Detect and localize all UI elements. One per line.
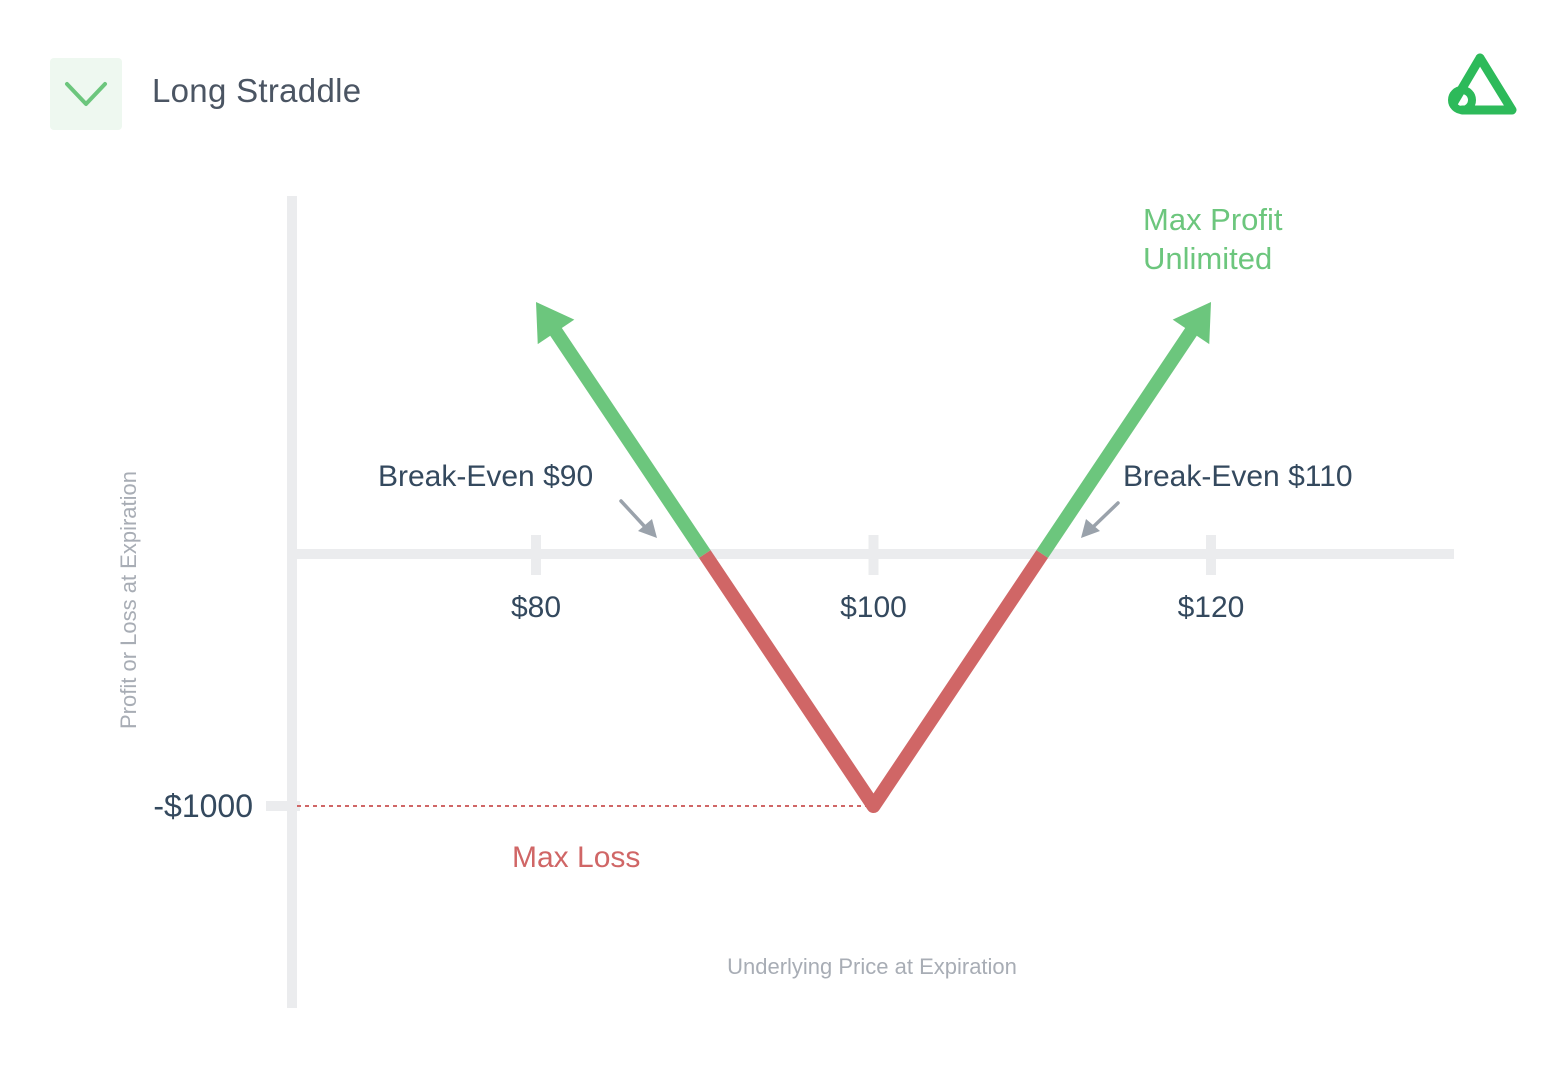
profit-arrowhead-left: [536, 302, 575, 345]
page-title: Long Straddle: [152, 72, 362, 109]
x-axis-label: Underlying Price at Expiration: [727, 954, 1017, 979]
break-even-low-label: Break-Even $90: [378, 460, 593, 493]
profit-segment-right: [1036, 321, 1202, 558]
chevron-down-icon-badge: [50, 58, 122, 130]
y-tick-label: -$1000: [153, 788, 253, 824]
max-loss-label: Max Loss: [512, 841, 640, 874]
profit-segment-left: [545, 321, 711, 558]
break-even-high-arrow: [1081, 501, 1120, 538]
x-tick-label: $120: [1178, 591, 1245, 624]
max-profit-label-line2: Unlimited: [1143, 241, 1272, 276]
max-profit-label-line1: Max Profit: [1143, 202, 1283, 237]
brand-logo-icon: [1448, 53, 1517, 115]
profit-arrowhead-right: [1172, 302, 1211, 345]
loss-segment: [698, 550, 1049, 813]
y-axis-label: Profit or Loss at Expiration: [116, 471, 141, 729]
break-even-low-arrow: [619, 499, 657, 538]
break-even-high-label: Break-Even $110: [1123, 460, 1353, 493]
x-tick-label: $100: [840, 591, 907, 624]
x-tick-label: $80: [511, 591, 561, 624]
chevron-down-icon: [65, 82, 107, 106]
